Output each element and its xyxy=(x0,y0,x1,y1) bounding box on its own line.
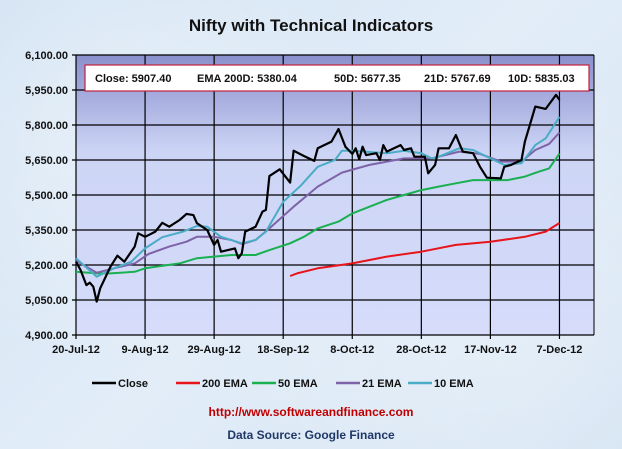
x-tick-label: 29-Aug-12 xyxy=(188,344,241,356)
x-tick-label: 18-Sep-12 xyxy=(257,344,309,356)
y-tick-label: 5,500.00 xyxy=(25,190,68,202)
legend-label: Close xyxy=(118,378,148,390)
legend-label: 200 EMA xyxy=(202,378,248,390)
y-tick-label: 5,950.00 xyxy=(25,85,68,97)
legend-item: 50 EMA xyxy=(252,378,318,390)
legend-label: 50 EMA xyxy=(278,378,318,390)
x-tick-label: 20-Jul-12 xyxy=(52,344,100,356)
series-line-50-ema xyxy=(75,153,561,275)
x-tick-label: 17-Nov-12 xyxy=(464,344,517,356)
annotation-ema21: 21D: 5767.69 xyxy=(424,73,491,85)
x-tick-label: 9-Aug-12 xyxy=(122,344,169,356)
x-axis-ticks: 20-Jul-12 9-Aug-12 29-Aug-12 18-Sep-12 8-Oct… xyxy=(52,344,582,356)
y-tick-label: 5,650.00 xyxy=(25,155,68,167)
value-annotation-box: Close: 5907.40 EMA 200D: 5380.04 50D: 56… xyxy=(84,64,590,92)
x-tick-label: 28-Oct-12 xyxy=(396,344,446,356)
y-tick-label: 5,050.00 xyxy=(25,295,68,307)
series-line-200-ema xyxy=(289,222,561,277)
annotation-ema200: EMA 200D: 5380.04 xyxy=(197,73,298,85)
series-line-close xyxy=(75,93,561,303)
y-tick-label: 5,800.00 xyxy=(25,120,68,132)
legend-item: 10 EMA xyxy=(408,378,474,390)
legend-label: 10 EMA xyxy=(434,378,474,390)
y-tick-label: 4,900.00 xyxy=(25,330,68,342)
gridlines xyxy=(72,54,595,339)
y-axis-ticks: 6,100.00 5,950.00 5,800.00 5,650.00 5,500.00… xyxy=(25,50,68,342)
y-tick-label: 5,200.00 xyxy=(25,260,68,272)
legend: Close 200 EMA 50 EMA 21 EMA 10 EMA xyxy=(92,378,474,390)
legend-item: 21 EMA xyxy=(336,378,402,390)
series-line-10-ema xyxy=(75,116,561,278)
annotation-close: Close: 5907.40 xyxy=(95,73,171,85)
x-tick-label: 7-Dec-12 xyxy=(537,344,583,356)
annotation-ema10: 10D: 5835.03 xyxy=(508,73,575,85)
x-tick-label: 8-Oct-12 xyxy=(330,344,374,356)
annotation-ema50: 50D: 5677.35 xyxy=(334,73,401,85)
y-tick-label: 5,350.00 xyxy=(25,225,68,237)
legend-label: 21 EMA xyxy=(362,378,402,390)
series-lines xyxy=(75,93,561,303)
chart-title: Nifty with Technical Indicators xyxy=(189,16,433,35)
data-source: Data Source: Google Finance xyxy=(227,428,395,442)
y-tick-label: 6,100.00 xyxy=(25,50,68,62)
legend-item: 200 EMA xyxy=(176,378,248,390)
legend-item: Close xyxy=(92,378,148,390)
website-url[interactable]: http://www.softwareandfinance.com xyxy=(209,405,414,419)
